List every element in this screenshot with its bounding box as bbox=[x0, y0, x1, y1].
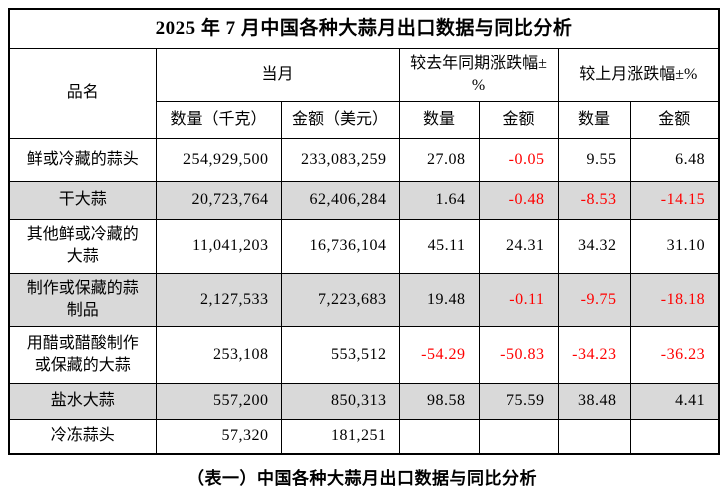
yoy-qty-cell: 1.64 bbox=[398, 180, 480, 220]
amount-cell: 850,313 bbox=[280, 382, 400, 420]
product-name-cell: 制作或保藏的蒜制品 bbox=[8, 272, 157, 327]
table-row: 干大蒜 20,723,764 62,406,284 1.64 -0.48 -8.53 -14… bbox=[8, 180, 720, 220]
yoy-amount-cell: 75.59 bbox=[478, 382, 559, 420]
product-name-cell: 冷冻蒜头 bbox=[8, 418, 157, 455]
header-amount-usd: 金额（美元） bbox=[280, 100, 400, 139]
table-body: 鲜或冷藏的蒜头 254,929,500 233,083,259 27.08 -0.05 9… bbox=[8, 137, 720, 455]
qty-cell: 20,723,764 bbox=[155, 180, 282, 220]
garlic-export-table: 2025 年 7 月中国各种大蒜月出口数据与同比分析 品名 当月 较去年同期涨跌… bbox=[8, 8, 721, 455]
mom-amount-cell: -36.23 bbox=[629, 325, 720, 384]
table-row: 用醋或醋酸制作或保藏的大蒜 253,108 553,512 -54.29 -50.83-… bbox=[8, 325, 720, 384]
yoy-qty-cell: 45.11 bbox=[398, 218, 480, 274]
mom-amount-cell: -14.15 bbox=[629, 180, 720, 220]
mom-qty-cell: -34.23 bbox=[557, 325, 631, 384]
yoy-qty-cell: 27.08 bbox=[398, 137, 480, 182]
mom-qty-cell: -9.75 bbox=[557, 272, 631, 327]
mom-amount-cell: 4.41 bbox=[629, 382, 720, 420]
table-row: 制作或保藏的蒜制品 2,127,533 7,223,683 19.48 -0.11 -9.… bbox=[8, 272, 720, 327]
yoy-amount-cell bbox=[478, 418, 559, 455]
yoy-qty-cell: 98.58 bbox=[398, 382, 480, 420]
header-qty-kg: 数量（千克） bbox=[155, 100, 282, 139]
table-row: 冷冻蒜头 57,320 181,251 bbox=[8, 418, 720, 455]
header-current-month: 当月 bbox=[155, 47, 400, 102]
amount-cell: 62,406,284 bbox=[280, 180, 400, 220]
table-caption: （表一）中国各种大蒜月出口数据与同比分析 bbox=[187, 469, 537, 488]
mom-amount-cell: 31.10 bbox=[629, 218, 720, 274]
amount-cell: 16,736,104 bbox=[280, 218, 400, 274]
amount-cell: 553,512 bbox=[280, 325, 400, 384]
qty-cell: 557,200 bbox=[155, 382, 282, 420]
yoy-amount-cell: -0.05 bbox=[478, 137, 559, 182]
qty-cell: 253,108 bbox=[155, 325, 282, 384]
mom-qty-cell bbox=[557, 418, 631, 455]
yoy-qty-cell: -54.29 bbox=[398, 325, 480, 384]
product-name-cell: 其他鲜或冷藏的大蒜 bbox=[8, 218, 157, 274]
product-name-cell: 鲜或冷藏的蒜头 bbox=[8, 137, 157, 182]
header-mom-amount: 金额 bbox=[629, 100, 720, 139]
header-group-row: 品名 当月 较去年同期涨跌幅±% 较上月涨跌幅±% bbox=[8, 47, 720, 139]
mom-amount-cell bbox=[629, 418, 720, 455]
header-product: 品名 bbox=[8, 47, 157, 139]
yoy-qty-cell bbox=[398, 418, 480, 455]
mom-qty-cell: -8.53 bbox=[557, 180, 631, 220]
yoy-amount-cell: -50.83 bbox=[478, 325, 559, 384]
table-title-row: 2025 年 7 月中国各种大蒜月出口数据与同比分析 bbox=[8, 8, 720, 49]
amount-cell: 233,083,259 bbox=[280, 137, 400, 182]
product-name-cell: 干大蒜 bbox=[8, 180, 157, 220]
yoy-amount-cell: 24.31 bbox=[478, 218, 559, 274]
header-sub-row: 数量（千克） 金额（美元） 数量 金额 数量 金额 bbox=[9, 100, 720, 139]
header-yoy-change: 较去年同期涨跌幅±% bbox=[398, 47, 559, 102]
yoy-amount-cell: -0.11 bbox=[478, 272, 559, 327]
header-yoy-amount: 金额 bbox=[478, 100, 559, 139]
header-mom-qty: 数量 bbox=[557, 100, 631, 139]
mom-qty-cell: 38.48 bbox=[557, 382, 631, 420]
mom-qty-cell: 9.55 bbox=[557, 137, 631, 182]
qty-cell: 11,041,203 bbox=[155, 218, 282, 274]
qty-cell: 254,929,500 bbox=[155, 137, 282, 182]
table-row: 盐水大蒜 557,200 850,313 98.58 75.59 38.48 4.41 bbox=[8, 382, 720, 420]
qty-cell: 57,320 bbox=[155, 418, 282, 455]
amount-cell: 181,251 bbox=[280, 418, 400, 455]
qty-cell: 2,127,533 bbox=[155, 272, 282, 327]
table-row: 其他鲜或冷藏的大蒜 11,041,203 16,736,104 45.11 24.31 3… bbox=[8, 218, 720, 274]
table-title: 2025 年 7 月中国各种大蒜月出口数据与同比分析 bbox=[8, 8, 720, 49]
header-mom-change: 较上月涨跌幅±% bbox=[557, 47, 720, 102]
yoy-qty-cell: 19.48 bbox=[398, 272, 480, 327]
amount-cell: 7,223,683 bbox=[280, 272, 400, 327]
product-name-cell: 盐水大蒜 bbox=[8, 382, 157, 420]
mom-qty-cell: 34.32 bbox=[557, 218, 631, 274]
table-row: 鲜或冷藏的蒜头 254,929,500 233,083,259 27.08 -0.05 9… bbox=[8, 137, 720, 182]
mom-amount-cell: 6.48 bbox=[629, 137, 720, 182]
yoy-amount-cell: -0.48 bbox=[478, 180, 559, 220]
header-yoy-qty: 数量 bbox=[398, 100, 480, 139]
mom-amount-cell: -18.18 bbox=[629, 272, 720, 327]
product-name-cell: 用醋或醋酸制作或保藏的大蒜 bbox=[8, 325, 157, 384]
